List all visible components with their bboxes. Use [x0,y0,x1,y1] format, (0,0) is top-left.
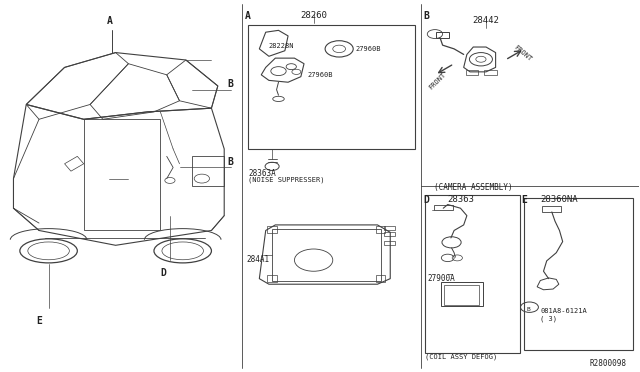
Bar [384,226,396,231]
Text: 27960B: 27960B [356,46,381,52]
Bar [192,156,224,186]
Text: B: B [424,11,429,21]
Text: 28363: 28363 [448,195,475,204]
Bar [248,25,415,149]
Bar [384,232,396,236]
Text: B: B [227,79,233,89]
Text: 28442: 28442 [472,16,499,25]
Text: A: A [244,11,250,21]
Bar [436,32,449,38]
Text: B: B [227,157,233,167]
Text: 28228N: 28228N [269,43,294,49]
Text: 28363A: 28363A [248,169,276,177]
Text: A: A [108,16,113,26]
Bar [376,226,385,234]
Text: E: E [36,316,42,326]
Bar [267,226,276,234]
Text: E: E [521,195,527,205]
Text: 28260: 28260 [300,11,327,20]
Text: B: B [527,307,531,311]
Bar [272,229,381,280]
Bar [466,70,478,75]
Bar [484,70,497,75]
Text: (NOISE SUPPRESSER): (NOISE SUPPRESSER) [248,177,325,183]
Bar [442,282,483,307]
Bar [524,198,633,350]
Text: 27960B: 27960B [307,72,333,78]
Bar [542,206,561,212]
Text: (COIL ASSY DEFOG): (COIL ASSY DEFOG) [426,353,498,360]
Text: ( 3): ( 3) [540,316,557,322]
Bar [84,119,161,231]
Text: FRONT: FRONT [513,44,533,63]
Bar [376,275,385,282]
Bar [267,275,276,282]
Text: D: D [424,195,429,205]
Bar [426,195,520,353]
Text: 28360NA: 28360NA [540,195,578,204]
Text: 284A1: 284A1 [246,254,269,264]
Bar [384,241,396,245]
Text: (CAMERA ASSEMBLY): (CAMERA ASSEMBLY) [434,183,513,192]
Bar [434,205,453,210]
Text: FRONT: FRONT [428,72,447,91]
Text: D: D [161,267,166,278]
Text: 081A8-6121A: 081A8-6121A [540,308,587,314]
Text: 27900A: 27900A [428,274,455,283]
Bar [444,285,479,305]
Text: R2800098: R2800098 [589,359,627,368]
